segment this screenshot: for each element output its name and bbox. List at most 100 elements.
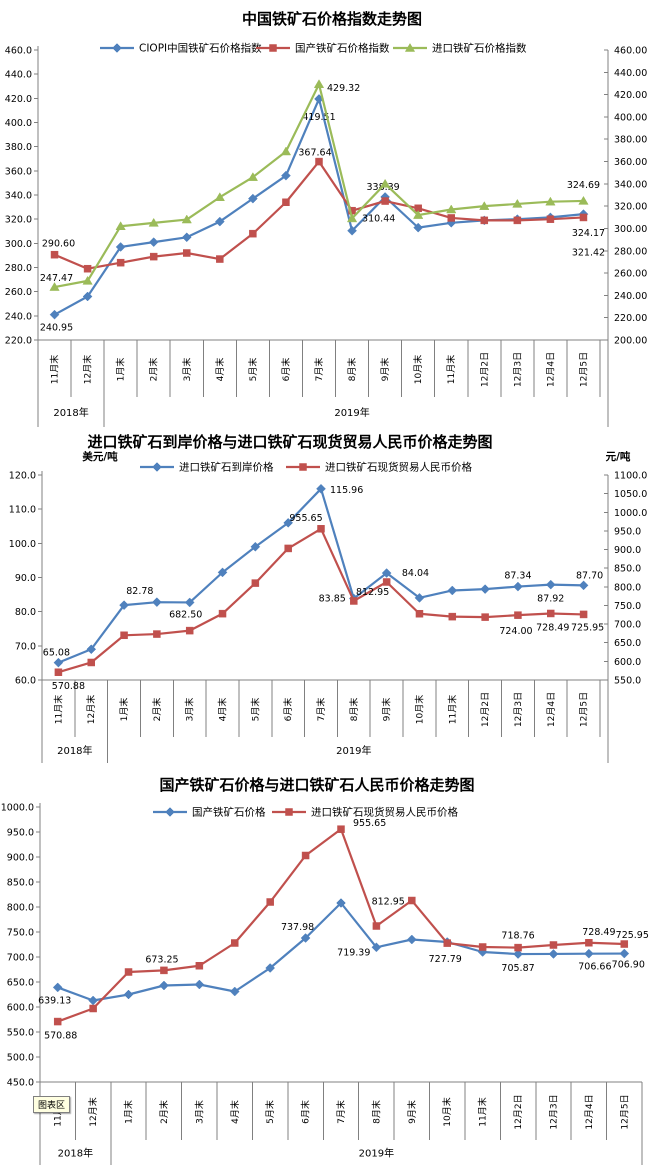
category-label: 12月末 [82, 355, 94, 384]
right-axis-tick-label: 1100.0 [614, 471, 647, 482]
chart-title: 中国铁矿石价格指数走势图 [242, 10, 422, 28]
category-label: 12月3日 [548, 1094, 559, 1129]
data-label: 87.92 [537, 594, 564, 605]
diamond-marker [229, 986, 240, 997]
right-axis-tick-label: 260.00 [614, 269, 647, 280]
year-group-label: 2018年 [57, 744, 92, 757]
square-marker [216, 255, 224, 263]
chart-2[interactable]: 进口铁矿石到岸价格与进口铁矿石现货贸易人民币价格走势图 60.0 70.0 80.0 9… [0, 430, 650, 765]
data-label: 727.79 [429, 954, 462, 965]
left-axis-tick-label: 420.0 [5, 94, 32, 105]
right-axis-tick-label: 340.00 [614, 179, 647, 190]
left-axis-tick-label: 550.0 [7, 1028, 34, 1039]
left-axis-tick-label: 1000.0 [1, 803, 34, 814]
square-marker [546, 215, 555, 223]
diamond-marker [545, 579, 556, 590]
square-marker [337, 825, 345, 833]
diamond-marker [184, 597, 195, 608]
square-marker [282, 198, 290, 206]
square-marker [443, 939, 451, 947]
right-axis-tick-label: 240.00 [614, 291, 647, 302]
left-axis-tick-label: 120.0 [9, 471, 36, 482]
data-label: 673.25 [145, 954, 178, 965]
diamond-marker [52, 982, 63, 993]
diamond-marker [584, 948, 594, 959]
category-label: 10月末 [412, 355, 424, 384]
triangle-marker [148, 217, 159, 227]
data-label: 706.90 [612, 960, 645, 971]
data-label: 324.69 [567, 180, 600, 191]
data-label: 310.44 [362, 214, 395, 225]
diamond-marker [336, 898, 346, 908]
triangle-marker [214, 192, 225, 201]
diamond-marker [159, 980, 169, 991]
category-label: 4月末 [229, 1100, 241, 1124]
left-axis-tick-label: 110.0 [9, 505, 36, 516]
category-label: 12月2日 [480, 692, 491, 727]
triangle-marker [512, 198, 523, 208]
legend-label: 进口铁矿石到岸价格 [179, 461, 274, 474]
left-axis-title: 美元/吨 [82, 450, 118, 463]
right-axis-tick-label: 220.00 [614, 313, 647, 324]
category-label: 12月4日 [545, 352, 556, 387]
triangle-marker [49, 282, 60, 291]
data-label: 570.88 [44, 1031, 77, 1042]
square-marker [284, 544, 292, 553]
category-label: 5月末 [264, 1100, 276, 1124]
diamond-marker [619, 948, 630, 959]
diamond-marker [248, 193, 258, 204]
left-axis-tick-label: 950.0 [7, 828, 34, 839]
right-axis-tick-label: 650.0 [614, 638, 641, 649]
square-marker [50, 250, 59, 259]
square-marker [381, 197, 389, 205]
square-marker [53, 1017, 62, 1026]
triangle-marker [82, 275, 93, 285]
data-label: 737.98 [281, 922, 314, 933]
category-label: 7月末 [315, 698, 327, 722]
right-axis-tick-label: 420.00 [614, 90, 647, 101]
diamond-marker [148, 237, 159, 247]
left-axis-tick-label: 60.0 [15, 676, 36, 687]
chart-1[interactable]: 中国铁矿石价格指数走势图 220.0 240.0 260.0 280.0 300.0 320… [0, 0, 650, 430]
diamond-marker [413, 222, 424, 233]
diamond-marker [250, 541, 261, 552]
chart-3[interactable]: 国产铁矿石价格与进口铁矿石人民币价格走势图 450.0 500.0 550.0 600.… [0, 765, 650, 1165]
diamond-marker [316, 483, 326, 494]
square-marker [382, 578, 391, 586]
diamond-marker [447, 585, 458, 596]
left-axis-tick-label: 500.0 [7, 1053, 34, 1064]
right-axis-tick-label: 800.0 [614, 582, 641, 593]
diamond-marker [265, 963, 276, 973]
data-label: 87.34 [504, 571, 531, 582]
diamond-marker [112, 43, 122, 53]
data-label: 65.08 [43, 648, 70, 659]
data-label: 955.65 [289, 513, 322, 524]
category-label: 12月4日 [584, 1094, 595, 1129]
right-axis-tick-label: 280.00 [614, 246, 647, 257]
square-marker [251, 579, 260, 587]
square-marker [160, 966, 168, 975]
category-label: 10月末 [413, 695, 425, 724]
category-label: 8月末 [348, 698, 360, 722]
diamond-marker [513, 949, 523, 959]
right-axis-tick-label: 200.00 [614, 336, 647, 347]
diamond-marker [283, 517, 294, 528]
data-label: 247.47 [40, 273, 73, 284]
diamond-marker [152, 597, 162, 608]
category-label: 4月末 [214, 358, 226, 382]
data-label: 82.78 [126, 586, 153, 597]
left-axis-tick-label: 240.0 [5, 311, 32, 322]
category-label: 10月末 [441, 1097, 453, 1126]
data-label: 367.64 [298, 148, 331, 159]
left-axis-tick-label: 380.0 [5, 142, 32, 153]
square-marker [185, 626, 194, 635]
diamond-marker [88, 995, 98, 1006]
diamond-marker [548, 949, 559, 959]
right-axis-tick-label: 400.00 [614, 112, 647, 123]
category-label: 11月末 [49, 355, 61, 384]
category-label: 8月末 [346, 358, 358, 382]
diamond-marker [194, 979, 205, 990]
data-label: 115.96 [330, 485, 363, 496]
year-group-label: 2018年 [58, 1147, 93, 1160]
